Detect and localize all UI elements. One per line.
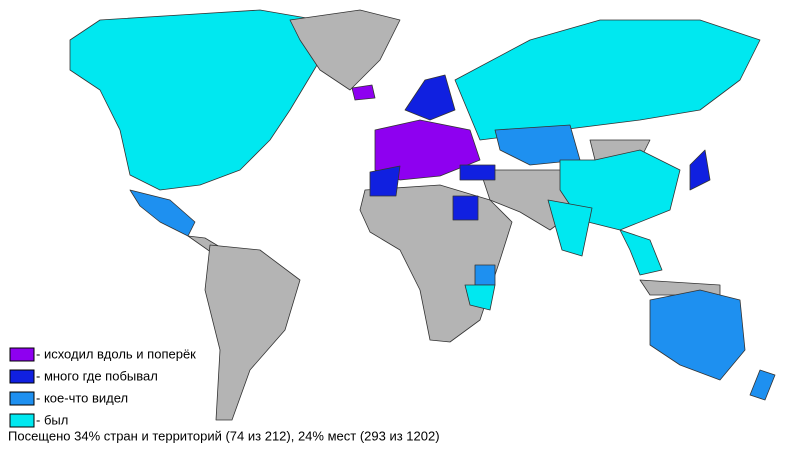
legend-label: - много где побывал: [36, 368, 158, 383]
tanzania: [464, 284, 496, 311]
legend-label: - был: [36, 412, 68, 427]
japan: [689, 149, 711, 191]
legend-swatch: [9, 413, 35, 428]
iceland: [351, 84, 376, 101]
caption: Посещено 34% стран и территорий (74 из 2…: [8, 428, 440, 443]
russia: [454, 19, 761, 141]
southeast-asia: [619, 229, 663, 276]
legend-swatch: [9, 369, 35, 384]
legend-swatch: [9, 391, 35, 406]
kazakhstan: [494, 124, 581, 166]
legend-swatch: [9, 347, 35, 362]
egypt: [452, 195, 479, 221]
mexico: [129, 189, 196, 237]
north-america: [69, 9, 331, 191]
legend-label: - кое-что видел: [36, 390, 128, 405]
greenland: [289, 9, 401, 91]
legend-label: - исходил вдоль и поперёк: [36, 346, 196, 361]
africa: [359, 184, 513, 343]
turkey: [459, 164, 496, 181]
spain: [369, 165, 401, 197]
kenya: [474, 264, 496, 286]
legend: - исходил вдоль и поперёк - много где поб…: [9, 346, 196, 428]
india: [547, 199, 593, 257]
south-america: [204, 244, 301, 421]
australia: [649, 289, 746, 381]
scandinavia: [404, 74, 456, 121]
map-regions: [69, 9, 776, 421]
new-zealand: [749, 369, 776, 401]
